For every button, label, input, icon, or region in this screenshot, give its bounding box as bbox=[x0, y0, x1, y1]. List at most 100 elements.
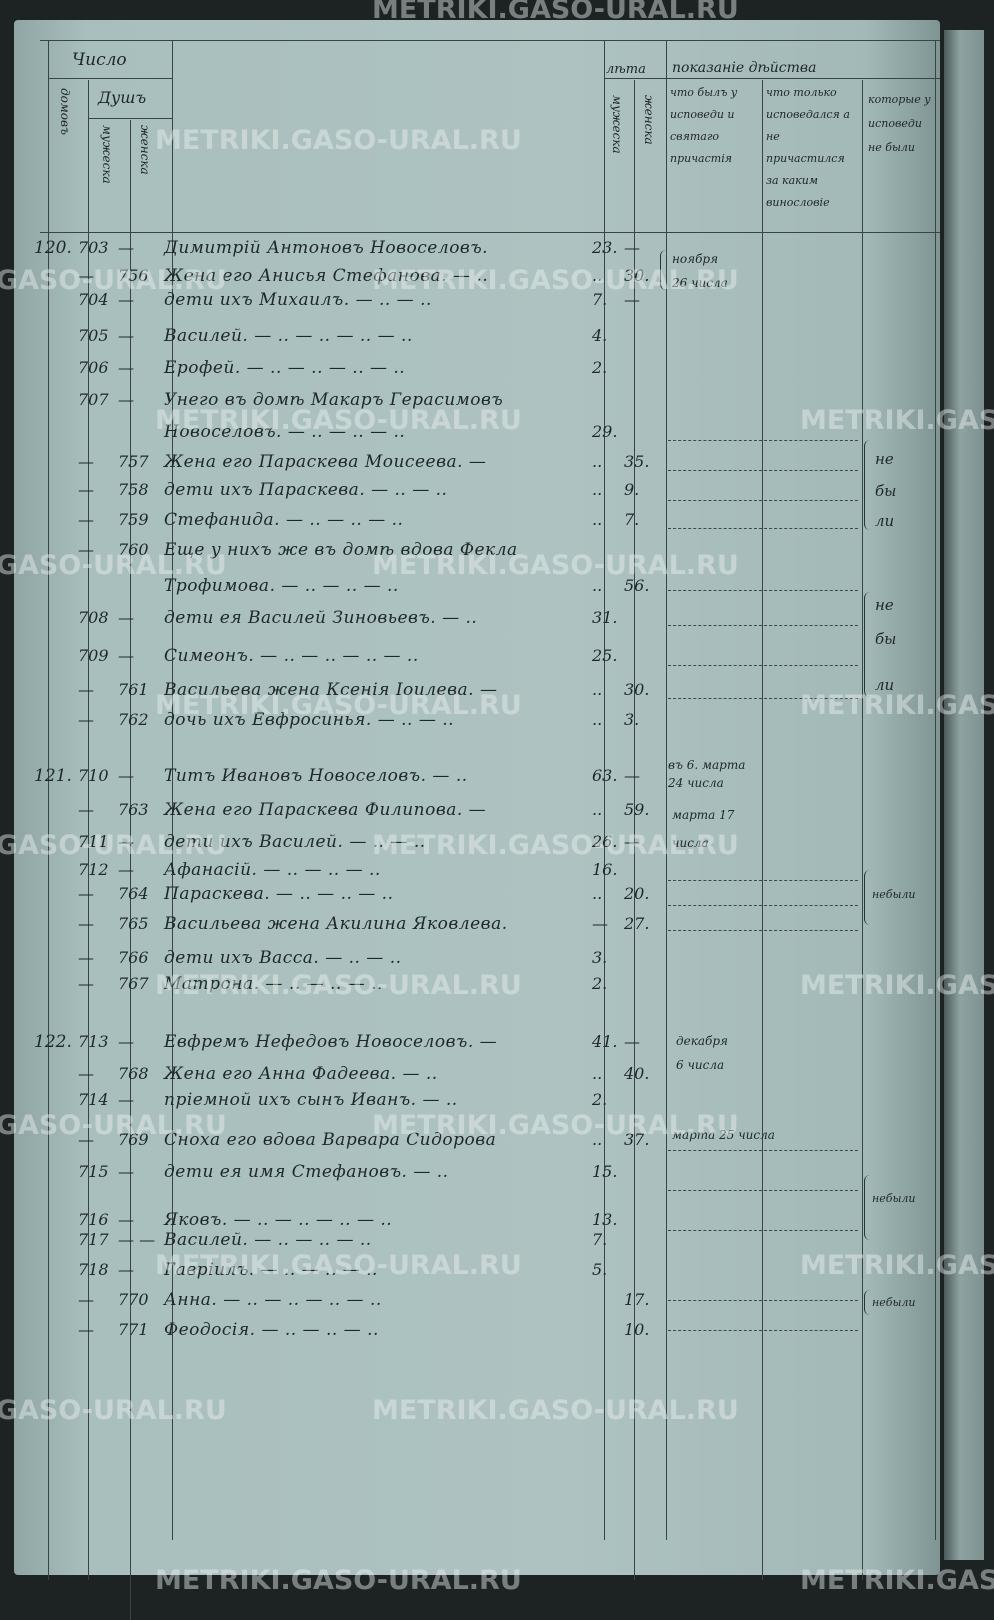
female-soul-number: 767 bbox=[118, 974, 149, 993]
register-row: — 769 Сноха его вдова Варвара Сидорова.. 37… bbox=[0, 1130, 940, 1154]
female-age: — bbox=[624, 832, 640, 851]
absent-mark: ли bbox=[875, 676, 895, 694]
person-name: Новоселовъ. — .. — .. — .. bbox=[164, 422, 406, 442]
female-soul-number: — bbox=[118, 608, 134, 627]
female-age: 40. bbox=[624, 1064, 650, 1083]
male-soul-number: 711 bbox=[78, 832, 109, 851]
male-age: .. bbox=[592, 800, 603, 819]
male-soul-number: — bbox=[78, 1130, 94, 1149]
bracket bbox=[864, 440, 871, 530]
register-row: 121. 710 — Титъ Ивановъ Новоселовъ. — .. 63.… bbox=[0, 766, 940, 790]
column-rule bbox=[130, 120, 131, 1620]
male-soul-number: 704 bbox=[78, 290, 109, 309]
female-soul-number: 764 bbox=[118, 884, 149, 903]
register-row: — 770 Анна. — .. — .. — .. — .. 17. bbox=[0, 1290, 940, 1314]
person-name: Жена его Параскева Филипова. — bbox=[164, 800, 487, 820]
register-row: — 763 Жена его Параскева Филипова. —.. 59. bbox=[0, 800, 940, 824]
person-name: дочь ихъ Евфросинья. — .. — .. bbox=[164, 710, 455, 730]
male-age: 63. bbox=[592, 766, 618, 785]
male-age: 26. bbox=[592, 832, 618, 851]
female-soul-number: 766 bbox=[118, 948, 149, 967]
male-age: .. bbox=[592, 266, 603, 285]
female-age: 35. bbox=[624, 452, 650, 471]
bracket bbox=[864, 870, 871, 925]
absent-mark: небыли bbox=[872, 1296, 916, 1309]
female-soul-number: 763 bbox=[118, 800, 149, 819]
female-soul-number: — bbox=[118, 1210, 134, 1229]
female-soul-number: — bbox=[118, 646, 134, 665]
next-page-edge bbox=[944, 30, 984, 1560]
house-number: 121. bbox=[34, 766, 72, 786]
column-rule bbox=[666, 40, 667, 1540]
person-name: Симеонъ. — .. — .. — .. — .. bbox=[164, 646, 419, 666]
person-name: Феодосія. — .. — .. — .. bbox=[164, 1320, 379, 1340]
register-row: 714 — пріемной ихъ сынъ Иванъ. — .. 2. bbox=[0, 1090, 940, 1114]
male-age: .. bbox=[592, 576, 603, 595]
male-age: 13. bbox=[592, 1210, 618, 1229]
header-confessed: что былъ у исповеди и святаго причастія bbox=[670, 86, 738, 165]
male-soul-number: — bbox=[78, 884, 94, 903]
male-soul-number: — bbox=[78, 1320, 94, 1339]
male-soul-number: 715 bbox=[78, 1162, 109, 1181]
absent-mark: не bbox=[875, 596, 894, 614]
dash-line bbox=[668, 1190, 858, 1191]
person-name: дети ихъ Василей. — .. — .. bbox=[164, 832, 426, 852]
female-soul-number: — bbox=[118, 1032, 134, 1051]
male-soul-number: 707 bbox=[78, 390, 109, 409]
male-age: .. bbox=[592, 452, 603, 471]
person-name: Унего въ домѣ Макаръ Герасимовъ bbox=[164, 390, 504, 410]
register-row: Трофимова. — .. — .. — .... 56. bbox=[0, 576, 940, 600]
male-soul-number: — bbox=[78, 710, 94, 729]
register-row: 708 — дети ея Василей Зиновьевъ. — .. 31. bbox=[0, 608, 940, 632]
dash-line bbox=[668, 1150, 858, 1151]
female-age: — bbox=[624, 238, 640, 257]
register-row: 122. 713 — Евфремъ Нефедовъ Новоселовъ. — 41… bbox=[0, 1032, 940, 1056]
male-age: .. bbox=[592, 680, 603, 699]
female-age: 17. bbox=[624, 1290, 650, 1309]
column-rule bbox=[88, 80, 89, 1580]
male-age: 2. bbox=[592, 974, 608, 993]
male-soul-number: — bbox=[78, 480, 94, 499]
dash-line bbox=[668, 590, 858, 591]
register-row: Новоселовъ. — .. — .. — .. 29. bbox=[0, 422, 940, 446]
header-action: показаніе дѣйства bbox=[672, 60, 817, 76]
male-age: 23. bbox=[592, 238, 618, 257]
female-age: 7. bbox=[624, 510, 640, 529]
register-row: 717 — — Василей. — .. — .. — .. 7. bbox=[0, 1230, 940, 1254]
female-age: 30. bbox=[624, 266, 650, 285]
person-name: Гавріилъ. — .. — .. — .. bbox=[164, 1260, 378, 1280]
absent-mark: небыли bbox=[872, 1192, 916, 1205]
female-soul-number: — bbox=[118, 1162, 134, 1181]
dash-line bbox=[668, 930, 858, 931]
person-name: дети ея имя Стефановъ. — .. bbox=[164, 1162, 449, 1182]
person-name: пріемной ихъ сынъ Иванъ. — .. bbox=[164, 1090, 458, 1110]
female-soul-number: 759 bbox=[118, 510, 149, 529]
male-age: 15. bbox=[592, 1162, 618, 1181]
column-rule bbox=[604, 40, 605, 1540]
female-soul-number: 758 bbox=[118, 480, 149, 499]
absent-mark: небыли bbox=[872, 888, 916, 901]
register-row: 715 — дети ея имя Стефановъ. — .. 15. bbox=[0, 1162, 940, 1186]
male-soul-number: — bbox=[78, 914, 94, 933]
house-number: 120. bbox=[34, 238, 72, 258]
register-row: — 760 Еще у нихъ же въ домѣ вдова Фекла bbox=[0, 540, 940, 564]
dash-line bbox=[668, 625, 858, 626]
person-name: Матрона. — .. — .. — .. bbox=[164, 974, 383, 994]
female-soul-number: 761 bbox=[118, 680, 149, 699]
person-name: Трофимова. — .. — .. — .. bbox=[164, 576, 399, 596]
column-rule bbox=[762, 80, 763, 1580]
register-row: 712 — Афанасій. — .. — .. — .. 16. bbox=[0, 860, 940, 884]
male-soul-number: 705 bbox=[78, 326, 109, 345]
person-name: Жена его Параскева Моисеева. — bbox=[164, 452, 487, 472]
male-age: 4. bbox=[592, 326, 608, 345]
female-soul-number: — bbox=[118, 766, 134, 785]
male-age: .. bbox=[592, 480, 603, 499]
confession-note: 6 числа bbox=[676, 1058, 725, 1072]
male-soul-number: 714 bbox=[78, 1090, 109, 1109]
row-rule bbox=[48, 78, 172, 79]
register-row: 718 — Гавріилъ. — .. — .. — .. 5. bbox=[0, 1260, 940, 1284]
female-soul-number: 769 bbox=[118, 1130, 149, 1149]
register-row: — 766 дети ихъ Васса. — .. — .. 3. bbox=[0, 948, 940, 972]
male-soul-number: — bbox=[78, 452, 94, 471]
person-name: Яковъ. — .. — .. — .. — .. bbox=[164, 1210, 393, 1230]
